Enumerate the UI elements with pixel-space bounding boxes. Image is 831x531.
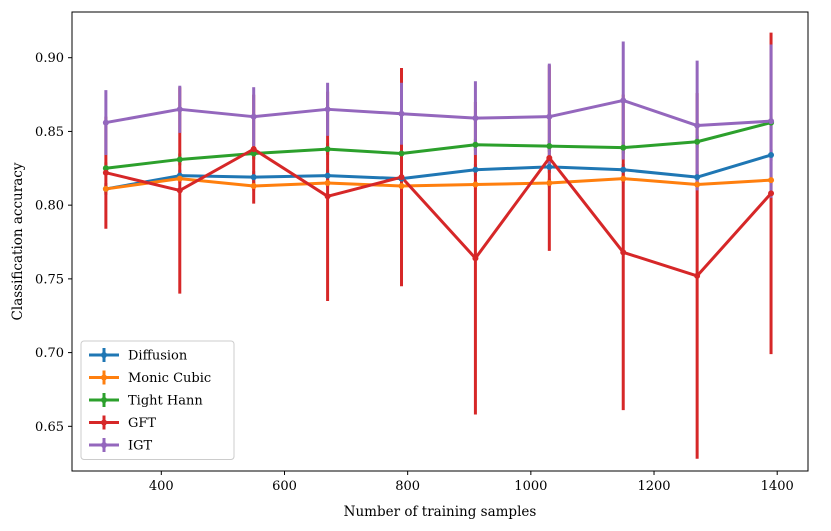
x-tick-label: 1000 xyxy=(514,479,547,494)
igt-point xyxy=(472,115,479,122)
igt-series-line xyxy=(105,98,772,128)
y-tick-label: 0.85 xyxy=(35,125,64,140)
tight-hann-point xyxy=(472,141,479,148)
monic-cubic-point xyxy=(472,181,479,188)
igt-point xyxy=(398,110,405,117)
tight-hann-point xyxy=(176,156,183,163)
gft-point xyxy=(102,169,109,176)
series-lines xyxy=(105,98,773,278)
diffusion-point xyxy=(546,163,553,170)
tight-hann-point xyxy=(620,144,627,151)
igt-point xyxy=(102,119,109,126)
monic-cubic-legend-marker xyxy=(101,374,107,381)
monic-cubic-point xyxy=(398,182,405,189)
y-axis: 0.65 0.70 0.75 0.80 0.85 0.90 xyxy=(35,51,72,435)
tight-hann-legend-marker xyxy=(101,397,107,403)
diffusion-point xyxy=(250,174,257,181)
monic-cubic-point xyxy=(768,177,775,184)
gft-point xyxy=(250,146,257,153)
diffusion-point xyxy=(694,174,701,181)
x-axis-label: Number of training samples xyxy=(344,504,537,520)
igt-legend-label: IGT xyxy=(128,439,153,454)
monic-cubic-point xyxy=(176,175,183,182)
gft-point xyxy=(768,190,775,197)
gft-point xyxy=(324,193,331,200)
diffusion-point xyxy=(472,166,479,173)
x-tick-label: 800 xyxy=(395,479,420,494)
x-axis: 400 600 800 1000 1200 1400 xyxy=(149,471,794,494)
gft-point xyxy=(620,249,627,256)
y-tick-label: 0.70 xyxy=(35,346,64,361)
diffusion-legend-label: Diffusion xyxy=(128,349,188,364)
x-tick-label: 600 xyxy=(272,479,297,494)
tight-hann-point xyxy=(398,150,405,157)
data-points xyxy=(102,97,775,279)
igt-point xyxy=(546,113,553,120)
y-tick-label: 0.80 xyxy=(35,199,64,214)
y-tick-label: 0.90 xyxy=(35,51,64,66)
gft-point xyxy=(398,174,405,181)
igt-point xyxy=(250,113,257,120)
x-tick-label: 1400 xyxy=(761,479,794,494)
tight-hann-point xyxy=(694,138,701,145)
gft-series-line xyxy=(105,147,773,278)
monic-cubic-point xyxy=(250,182,257,189)
monic-cubic-point xyxy=(620,175,627,182)
igt-point xyxy=(324,106,331,113)
gft-point xyxy=(472,255,479,262)
tight-hann-point xyxy=(250,150,257,157)
plot-frame xyxy=(71,11,809,472)
tight-hann-point xyxy=(546,143,553,150)
igt-point xyxy=(768,118,775,125)
tight-hann-legend-label: Tight Hann xyxy=(128,394,203,409)
diffusion-point xyxy=(324,172,331,179)
gft-point xyxy=(176,187,183,194)
x-tick-label: 1200 xyxy=(637,479,670,494)
monic-cubic-point xyxy=(694,181,701,188)
legend: Diffusion Monic Cubic Tight Hann GFT IGT xyxy=(80,340,235,460)
gft-point xyxy=(546,154,553,161)
y-tick-label: 0.75 xyxy=(35,272,64,287)
tight-hann-series-line xyxy=(105,121,772,170)
diffusion-legend-marker xyxy=(101,352,107,358)
monic-cubic-point xyxy=(102,185,109,192)
gft-legend-marker xyxy=(101,419,107,426)
gft-point xyxy=(694,272,701,279)
igt-point xyxy=(176,106,183,113)
igt-point xyxy=(694,122,701,129)
tight-hann-point xyxy=(324,146,331,153)
monic-cubic-legend-label: Monic Cubic xyxy=(128,371,211,386)
igt-point xyxy=(620,97,627,104)
diffusion-point xyxy=(768,152,775,159)
monic-cubic-point xyxy=(324,180,331,187)
diffusion-point xyxy=(620,166,627,173)
y-tick-label: 0.65 xyxy=(35,420,64,435)
y-axis-label: Classification accuracy xyxy=(10,162,26,320)
x-tick-label: 400 xyxy=(149,479,174,494)
diffusion-series-line xyxy=(105,153,772,191)
gft-legend-label: GFT xyxy=(128,416,156,431)
tight-hann-point xyxy=(102,165,109,172)
monic-cubic-series-line xyxy=(105,177,772,191)
legend-box xyxy=(80,340,235,460)
monic-cubic-point xyxy=(546,180,553,187)
igt-legend-marker xyxy=(101,442,107,448)
